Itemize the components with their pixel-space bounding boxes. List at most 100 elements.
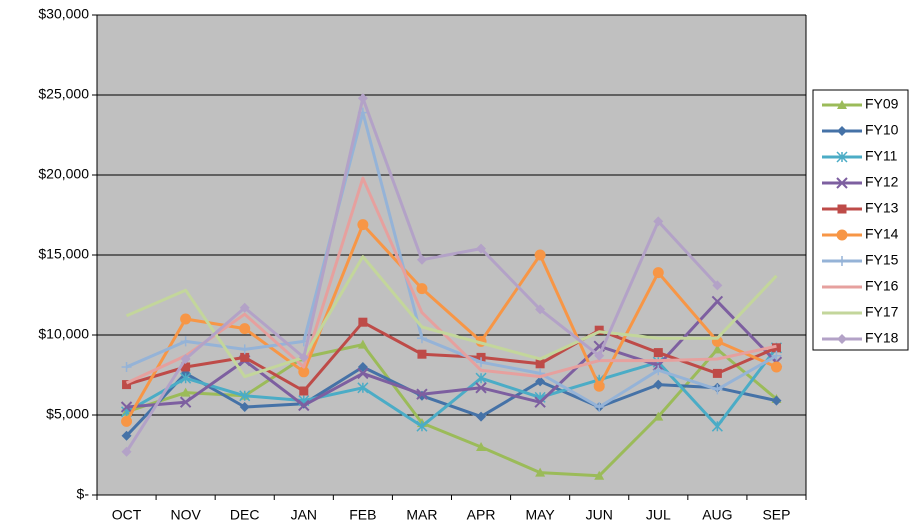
marker	[357, 367, 369, 380]
x-tick-label: JAN	[291, 507, 317, 523]
marker	[771, 343, 781, 353]
marker	[357, 382, 369, 394]
legend-label: FY16	[865, 278, 899, 294]
legend-label: FY11	[865, 148, 898, 164]
x-tick-label: JUL	[646, 507, 671, 523]
series-line	[125, 255, 778, 379]
marker	[535, 359, 545, 369]
x-tick-label: MAY	[525, 507, 555, 523]
x-tick-label: DEC	[230, 507, 260, 523]
marker	[653, 411, 664, 421]
marker	[712, 368, 722, 378]
marker	[416, 283, 428, 295]
marker	[416, 388, 428, 400]
marker	[180, 387, 191, 397]
marker	[711, 295, 724, 308]
marker	[120, 401, 133, 413]
marker	[770, 361, 782, 373]
marker	[298, 366, 310, 378]
marker	[358, 317, 368, 327]
series-line	[125, 223, 778, 423]
marker	[180, 336, 191, 347]
legend-box	[812, 89, 909, 351]
marker	[357, 93, 368, 104]
y-tick-label: $25,000	[38, 86, 89, 102]
x-tick-label: OCT	[112, 507, 142, 523]
x-tick-label: SEP	[762, 507, 790, 523]
marker	[836, 177, 848, 189]
marker	[122, 380, 132, 390]
x-tick-label: AUG	[702, 507, 732, 523]
marker	[239, 323, 251, 335]
marker	[181, 362, 191, 372]
marker	[298, 352, 309, 363]
x-tick-label: APR	[467, 507, 496, 523]
legend-label: FY17	[865, 304, 899, 320]
marker	[416, 333, 427, 344]
marker	[712, 344, 723, 354]
marker	[121, 430, 132, 441]
y-tick-label: $15,000	[38, 246, 89, 262]
marker	[180, 313, 192, 325]
series-line	[126, 320, 778, 393]
marker	[417, 349, 427, 359]
marker	[121, 446, 132, 457]
marker	[594, 325, 604, 335]
marker	[594, 350, 605, 361]
marker	[652, 267, 664, 279]
marker	[653, 348, 663, 358]
marker	[475, 372, 487, 384]
x-tick-label: FEB	[349, 507, 376, 523]
marker	[837, 100, 847, 109]
marker	[594, 470, 605, 480]
marker	[476, 442, 487, 451]
marker	[239, 402, 250, 412]
marker	[180, 354, 191, 364]
y-tick-label: $20,000	[38, 166, 89, 182]
marker	[357, 339, 368, 349]
marker	[298, 399, 310, 412]
marker	[594, 402, 605, 412]
marker	[475, 382, 487, 394]
marker	[653, 379, 664, 390]
marker	[476, 243, 487, 254]
legend-label: FY09	[865, 96, 899, 112]
marker	[476, 357, 487, 368]
y-tick-label: $5,000	[46, 406, 89, 422]
legend-label: FY12	[865, 174, 899, 190]
marker	[535, 376, 546, 387]
legend-label: FY15	[865, 252, 899, 268]
y-tick-label: $10,000	[38, 326, 89, 342]
marker	[836, 229, 848, 241]
marker	[837, 256, 847, 266]
legend-label: FY18	[865, 330, 899, 346]
marker	[180, 372, 192, 384]
legend-label: FY14	[865, 226, 899, 242]
series-line	[125, 111, 778, 409]
marker	[534, 249, 546, 261]
marker	[416, 254, 427, 265]
marker	[239, 302, 250, 313]
marker	[121, 362, 132, 372]
series-line	[125, 176, 777, 385]
x-tick-label: JUN	[586, 507, 613, 523]
y-tick-label: $30,000	[38, 6, 89, 22]
marker	[357, 219, 369, 231]
marker	[711, 420, 723, 432]
marker	[837, 334, 847, 344]
marker	[712, 384, 723, 395]
marker	[837, 126, 847, 136]
marker	[416, 420, 428, 432]
marker	[239, 390, 251, 402]
series-line	[126, 343, 778, 478]
marker	[534, 396, 546, 408]
legend-label: FY13	[865, 200, 899, 216]
marker	[535, 304, 546, 315]
marker	[121, 415, 133, 427]
marker	[771, 395, 782, 406]
marker	[476, 411, 487, 422]
x-tick-label: NOV	[170, 507, 201, 523]
marker	[535, 467, 546, 477]
marker	[771, 350, 782, 361]
